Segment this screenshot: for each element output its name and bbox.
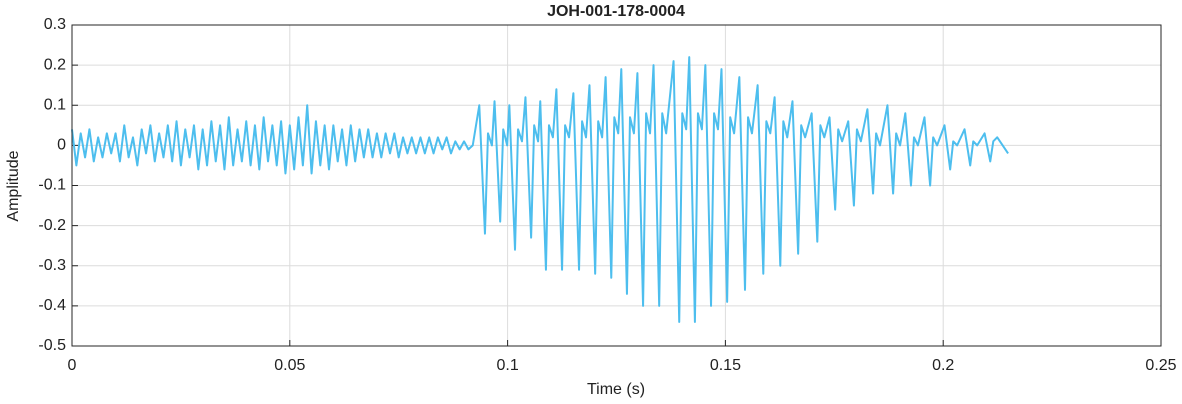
x-tick-label: 0 xyxy=(68,357,77,374)
y-tick-label: -0.2 xyxy=(38,217,66,234)
y-tick-label: -0.4 xyxy=(38,297,66,314)
x-tick-label: 0.25 xyxy=(1145,357,1176,374)
y-tick-label: -0.1 xyxy=(38,177,66,194)
x-tick-label: 0.2 xyxy=(932,357,954,374)
waveform-line xyxy=(71,56,1009,323)
y-tick-label: 0.2 xyxy=(44,56,66,73)
y-tick-label: 0.1 xyxy=(44,96,66,113)
y-axis-label: Amplitude xyxy=(5,150,22,221)
x-tick-label: 0.15 xyxy=(710,357,741,374)
y-tick-label: 0 xyxy=(57,137,66,154)
plot-frame xyxy=(71,24,1162,347)
x-tick-label: 0.1 xyxy=(496,357,518,374)
y-tick-label: -0.5 xyxy=(38,337,66,354)
x-axis-label: Time (s) xyxy=(587,381,645,398)
chart-title: JOH-001-178-0004 xyxy=(547,3,685,20)
y-tick-label: 0.3 xyxy=(44,16,66,33)
x-tick-label: 0.05 xyxy=(274,357,305,374)
y-tick-label: -0.3 xyxy=(38,257,66,274)
